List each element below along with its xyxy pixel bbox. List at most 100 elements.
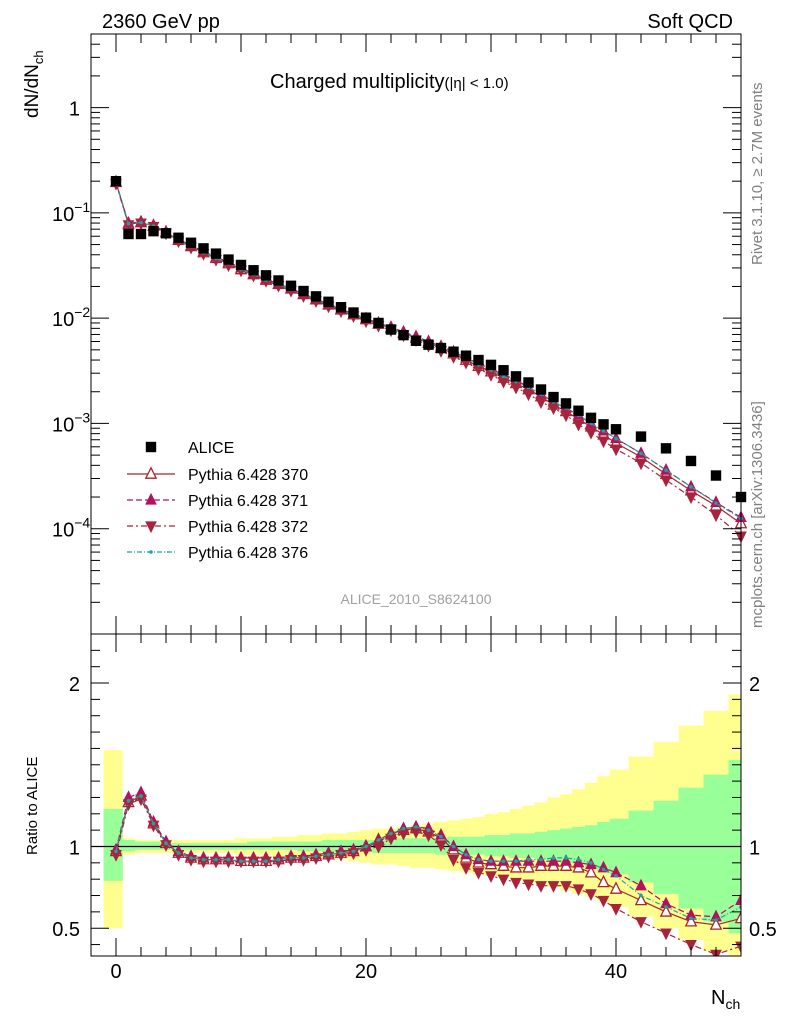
legend-marker-2 bbox=[145, 492, 157, 505]
ratio-green-band-bin bbox=[522, 833, 536, 858]
ratio-axis-ticks: 0.5 0.51 12 20 20 40 bbox=[52, 634, 777, 983]
ratio-point-2-27 bbox=[447, 854, 460, 867]
ratio-point-1-26 bbox=[435, 827, 447, 840]
ratio-point-0-44 bbox=[709, 917, 723, 930]
main-point-3-34 bbox=[535, 397, 547, 410]
main-point-0-27 bbox=[448, 346, 459, 357]
main-point-0-39 bbox=[598, 419, 609, 430]
ratio-series-2 bbox=[110, 794, 741, 956]
legend: ALICE Pythia 6.428 370 Pythia 6.428 371 Pyt… bbox=[127, 440, 308, 562]
ratio-green-band-bin bbox=[459, 836, 473, 855]
ratio-point-3-38 bbox=[589, 861, 593, 865]
ratio-point-0-40 bbox=[609, 881, 623, 894]
ratio-point-1-35 bbox=[547, 854, 560, 866]
ratio-point-3-41 bbox=[639, 893, 643, 898]
legend-marker-4 bbox=[149, 550, 153, 554]
main-point-0-15 bbox=[298, 285, 309, 297]
ratio-point-2-30 bbox=[485, 871, 497, 884]
ratio-green-band-bin bbox=[134, 841, 148, 850]
ratio-green-band-bin bbox=[559, 828, 573, 863]
ratio-green-band-bin bbox=[497, 835, 511, 857]
legend-entry-0: ALICE bbox=[145, 440, 234, 457]
main-series-line-4 bbox=[115, 182, 742, 520]
main-plot-area bbox=[109, 174, 748, 544]
ratio-point-3-8 bbox=[214, 857, 218, 862]
ratio-panel: 0.5 0.51 12 20 20 40 Ratio to ALICE bbox=[24, 633, 777, 983]
ratio-point-1-36 bbox=[560, 854, 572, 866]
main-point-3-43 bbox=[685, 492, 697, 505]
main-ytick-label: 10−1 bbox=[52, 199, 90, 226]
ratio-green-band-bin bbox=[653, 800, 679, 894]
ratio-point-2-29 bbox=[472, 868, 485, 880]
ratio-point-2-38 bbox=[585, 889, 597, 901]
main-ytick-exp: −1 bbox=[74, 199, 90, 215]
main-point-0-35 bbox=[548, 391, 559, 403]
ratio-point-3-42 bbox=[664, 905, 668, 909]
main-point-3-1 bbox=[122, 220, 135, 232]
main-point-0-38 bbox=[585, 412, 597, 424]
main-point-4-40 bbox=[614, 436, 618, 441]
main-point-3-35 bbox=[547, 403, 560, 416]
ratio-green-band-bin bbox=[534, 831, 548, 860]
ratio-point-0-43 bbox=[684, 914, 698, 927]
ratio-point-3-33 bbox=[526, 857, 531, 862]
ratio-series-line-1 bbox=[115, 791, 741, 918]
ratio-point-3-3 bbox=[151, 821, 156, 826]
main-point-0-23 bbox=[398, 329, 409, 341]
ratio-point-3-13 bbox=[276, 857, 281, 862]
ratio-point-1-39 bbox=[597, 860, 610, 873]
ratio-green-band-bin bbox=[122, 839, 136, 852]
legend-entry-1: Pythia 6.428 370 bbox=[127, 466, 308, 484]
ratio-point-3-29 bbox=[476, 857, 481, 862]
ratio-point-2-32 bbox=[510, 877, 522, 890]
legend-marker-0 bbox=[145, 441, 157, 453]
main-point-0-19 bbox=[348, 307, 359, 318]
main-point-3-44 bbox=[710, 510, 722, 523]
legend-label-3: Pythia 6.428 372 bbox=[188, 519, 308, 536]
ratio-point-3-19 bbox=[351, 849, 356, 854]
ratio-point-0-41 bbox=[634, 892, 648, 906]
main-point-0-6 bbox=[185, 237, 197, 248]
header-right: Soft QCD bbox=[647, 11, 733, 33]
main-ytick-label: 10−2 bbox=[52, 304, 90, 331]
main-ytick-exp: −3 bbox=[74, 409, 90, 425]
main-point-0-28 bbox=[460, 350, 472, 361]
main-point-0-14 bbox=[285, 280, 297, 291]
legend-label-4: Pythia 6.428 376 bbox=[188, 545, 308, 562]
ratio-point-3-0 bbox=[114, 849, 118, 854]
ratio-point-2-42 bbox=[660, 928, 672, 941]
ratio-point-3-16 bbox=[314, 854, 318, 859]
main-point-0-9 bbox=[223, 254, 234, 265]
ratio-green-band-bin bbox=[272, 841, 286, 850]
main-title-sub: (|η| < 1.0) bbox=[445, 75, 509, 92]
main-series-0 bbox=[110, 175, 747, 503]
ratio-green-band-bin bbox=[703, 774, 729, 922]
ratio-point-2-21 bbox=[372, 841, 385, 854]
legend-entry-3: Pythia 6.428 372 bbox=[127, 519, 308, 536]
ratio-green-band-bin bbox=[509, 833, 523, 858]
ratio-point-3-28 bbox=[464, 852, 468, 857]
ratio-point-1-41 bbox=[635, 878, 647, 891]
ratio-point-3-11 bbox=[251, 859, 256, 863]
main-point-0-31 bbox=[498, 365, 509, 376]
ratio-point-3-35 bbox=[551, 856, 556, 860]
main-point-3-41 bbox=[635, 458, 647, 471]
header-left: 2360 GeV pp bbox=[102, 11, 220, 33]
ratio-point-3-4 bbox=[164, 841, 168, 846]
ratio-series-line-2 bbox=[115, 798, 741, 956]
ratio-series-3 bbox=[114, 794, 741, 922]
main-point-0-40 bbox=[610, 424, 622, 435]
ratio-point-1-45 bbox=[735, 893, 741, 906]
main-ytick-exp: −2 bbox=[74, 304, 90, 320]
xtick-label: 20 bbox=[355, 961, 377, 983]
ratio-plot-area bbox=[91, 694, 741, 956]
ratio-point-3-5 bbox=[176, 851, 181, 855]
main-point-0-29 bbox=[473, 354, 484, 366]
legend-marker-1 bbox=[144, 466, 158, 479]
ratio-point-3-25 bbox=[426, 828, 431, 832]
main-point-0-12 bbox=[260, 270, 272, 281]
main-ytick-base: 10 bbox=[52, 520, 74, 542]
main-point-0-37 bbox=[573, 405, 584, 416]
ratio-green-band-bin bbox=[484, 835, 498, 857]
legend-label-2: Pythia 6.428 371 bbox=[188, 493, 308, 510]
